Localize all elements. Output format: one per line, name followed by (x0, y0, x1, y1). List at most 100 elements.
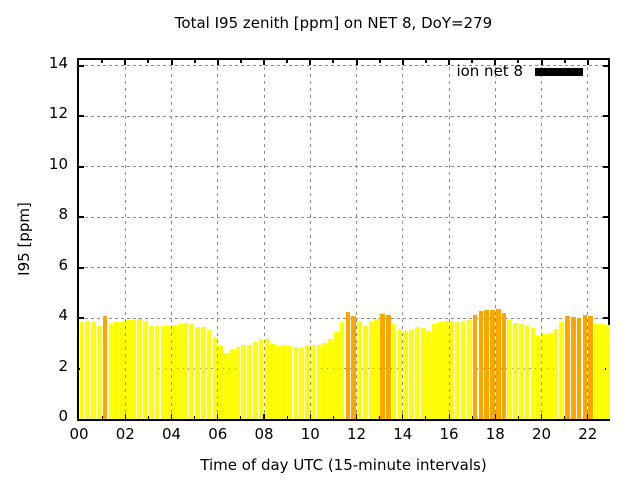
x-gridline (494, 60, 496, 419)
bar (443, 321, 449, 419)
bar (293, 347, 299, 419)
bar (559, 321, 565, 419)
x-gridline (217, 60, 219, 419)
x-minor-tick-mark (286, 416, 289, 419)
bar (206, 330, 212, 419)
x-tick-mark (401, 60, 404, 65)
x-tick-mark (170, 60, 173, 65)
x-tick-mark (401, 414, 404, 419)
x-tick-mark (494, 414, 497, 419)
bar (125, 320, 131, 419)
y-tick-mark (79, 165, 84, 168)
x-tick-mark (124, 60, 127, 65)
bar (542, 334, 547, 419)
bar (258, 339, 264, 419)
y-gridline (79, 115, 608, 117)
bar (241, 345, 247, 419)
x-minor-tick-mark (332, 416, 335, 419)
bar (403, 331, 409, 419)
bar (328, 339, 333, 419)
bar (91, 321, 96, 419)
bar (501, 313, 507, 419)
x-tick-mark (355, 60, 358, 65)
x-tick-label: 16 (439, 425, 459, 443)
bar (333, 331, 339, 419)
x-tick-mark (540, 414, 543, 419)
bar (478, 311, 484, 419)
bar (576, 317, 582, 419)
bar (397, 328, 403, 419)
bar (195, 326, 200, 419)
y-gridline (79, 65, 608, 67)
bar (339, 322, 345, 419)
x-minor-tick-mark (424, 60, 427, 63)
y-tick-mark (603, 165, 608, 168)
y-tick-mark (79, 266, 84, 269)
bar (449, 320, 455, 419)
bar (420, 328, 426, 419)
bar (599, 323, 605, 419)
y-tick-label: 12 (48, 104, 68, 123)
bar (154, 325, 160, 419)
x-tick-label: 10 (300, 425, 320, 443)
bar (305, 344, 310, 419)
bar (108, 324, 114, 419)
x-gridline (587, 60, 589, 419)
y-tick-label: 6 (58, 255, 68, 274)
x-tick-mark (216, 414, 219, 419)
y-tick-label: 10 (48, 154, 68, 173)
plot-area (77, 58, 611, 421)
bar (553, 329, 559, 419)
bar (536, 335, 541, 419)
bar (131, 319, 137, 419)
bar (218, 345, 224, 419)
bar (85, 320, 91, 419)
bar (172, 325, 177, 419)
bar (316, 345, 322, 419)
x-tick-mark (124, 414, 127, 419)
y-tick-mark (79, 317, 84, 320)
bar (409, 329, 414, 419)
bar (455, 321, 461, 419)
x-minor-tick-mark (424, 416, 427, 419)
x-gridline (309, 60, 311, 419)
y-tick-label: 0 (58, 407, 68, 425)
y-axis-label: I95 [ppm] (15, 202, 33, 276)
bar (299, 348, 304, 419)
bar (276, 346, 281, 419)
y-tick-mark (603, 367, 608, 370)
x-gridline (124, 60, 126, 419)
x-minor-tick-mark (239, 416, 242, 419)
bar (466, 319, 472, 419)
y-tick-mark (79, 64, 84, 67)
bar (386, 315, 391, 419)
bar (120, 321, 125, 419)
bar (114, 322, 119, 419)
x-tick-label: 06 (208, 425, 228, 443)
bar (490, 310, 495, 419)
bar (507, 320, 513, 419)
x-minor-tick-mark (563, 416, 566, 419)
x-tick-mark (309, 60, 312, 65)
bar (310, 344, 316, 419)
bar (472, 314, 478, 419)
x-tick-label: 02 (115, 425, 135, 443)
bar (253, 342, 258, 419)
chart-title: Total I95 zenith [ppm] on NET 8, DoY=279 (174, 14, 493, 32)
x-minor-tick-mark (286, 60, 289, 63)
x-tick-label: 12 (346, 425, 367, 443)
x-tick-mark (170, 414, 173, 419)
bar (264, 339, 270, 419)
x-gridline (402, 60, 404, 419)
x-tick-label: 08 (254, 425, 274, 443)
x-minor-tick-mark (563, 60, 566, 63)
bar (461, 320, 466, 419)
x-tick-label: 04 (161, 425, 182, 443)
x-axis-label: Time of day UTC (15-minute intervals) (200, 456, 487, 474)
x-tick-label: 14 (393, 425, 413, 443)
bar (160, 326, 166, 419)
x-tick-mark (263, 414, 265, 419)
x-minor-tick-mark (147, 416, 150, 419)
x-tick-label: 20 (531, 425, 552, 443)
